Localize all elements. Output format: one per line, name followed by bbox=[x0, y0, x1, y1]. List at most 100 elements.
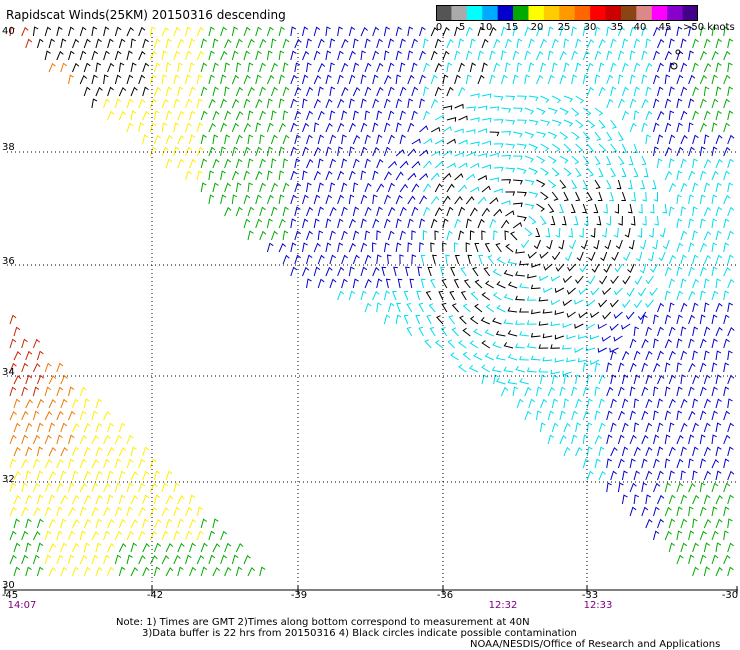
wind-barb bbox=[235, 566, 243, 577]
wind-barb bbox=[715, 158, 723, 169]
wind-barb bbox=[142, 86, 149, 97]
wind-barb bbox=[559, 74, 567, 85]
wind-barb bbox=[727, 254, 734, 265]
wind-barb bbox=[138, 458, 146, 469]
wind-barb bbox=[270, 158, 277, 169]
wind-barb bbox=[278, 218, 286, 229]
wind-barb bbox=[481, 374, 488, 385]
wind-barb bbox=[360, 194, 368, 205]
wind-barb bbox=[545, 227, 551, 238]
wind-barb bbox=[505, 210, 515, 217]
wind-barb bbox=[628, 155, 634, 166]
wind-barb bbox=[126, 74, 134, 85]
wind-barb bbox=[103, 74, 109, 85]
wind-barb bbox=[539, 251, 549, 259]
wind-barb bbox=[477, 175, 488, 181]
wind-barb bbox=[564, 251, 573, 262]
wind-barb bbox=[598, 299, 608, 308]
wind-barb bbox=[680, 158, 687, 169]
wind-barb bbox=[189, 542, 196, 553]
wind-barb bbox=[399, 183, 408, 193]
wind-barb bbox=[575, 62, 582, 73]
wind-barb bbox=[501, 179, 512, 184]
wind-barb bbox=[325, 242, 332, 253]
wind-barb bbox=[60, 398, 68, 409]
wind-barb bbox=[727, 278, 735, 289]
wind-barb bbox=[337, 74, 344, 85]
wind-barb bbox=[688, 290, 696, 301]
lon-label-45: -45 bbox=[1, 590, 19, 601]
wind-barb bbox=[290, 98, 297, 109]
wind-barb bbox=[142, 446, 149, 457]
wind-barb bbox=[688, 410, 696, 421]
wind-barb bbox=[512, 386, 519, 397]
wind-barb bbox=[107, 566, 115, 577]
wind-barb bbox=[711, 74, 718, 85]
wind-barb bbox=[72, 542, 80, 553]
wind-barb bbox=[610, 167, 616, 178]
wind-barb bbox=[313, 122, 320, 133]
wind-barb bbox=[575, 422, 582, 433]
wind-barb bbox=[360, 170, 367, 181]
wind-barb bbox=[699, 218, 706, 229]
wind-barb bbox=[573, 215, 579, 226]
wind-barb bbox=[563, 62, 570, 73]
wind-barb bbox=[32, 482, 41, 493]
wind-barb bbox=[606, 458, 612, 469]
wind-barb bbox=[255, 98, 263, 109]
wind-barb bbox=[633, 470, 640, 481]
wind-barb bbox=[469, 38, 476, 49]
wind-barb bbox=[485, 280, 494, 289]
wind-barb bbox=[582, 458, 590, 469]
wind-barb bbox=[727, 302, 733, 313]
wind-barb bbox=[173, 26, 181, 37]
wind-barb bbox=[566, 287, 576, 295]
wind-barb bbox=[550, 369, 561, 375]
wind-barb bbox=[450, 266, 456, 277]
wind-barb bbox=[453, 278, 460, 289]
wind-barb bbox=[606, 131, 613, 141]
wind-barb bbox=[386, 254, 392, 265]
wind-barb bbox=[515, 343, 525, 349]
wind-barb bbox=[107, 518, 115, 529]
wind-barb bbox=[550, 321, 560, 327]
wind-barb bbox=[126, 122, 134, 133]
wind-barb bbox=[703, 254, 712, 265]
wind-barb bbox=[432, 254, 437, 265]
wind-barb bbox=[668, 134, 676, 145]
wind-barb bbox=[72, 38, 80, 49]
wind-barb bbox=[212, 543, 221, 553]
wind-barb bbox=[376, 86, 384, 97]
wind-barb bbox=[317, 110, 325, 121]
wind-barb bbox=[161, 530, 169, 541]
wind-barb bbox=[13, 566, 21, 577]
wind-barb bbox=[711, 386, 718, 397]
wind-barb bbox=[266, 194, 274, 205]
wind-barb bbox=[715, 230, 722, 241]
wind-barb bbox=[576, 251, 584, 262]
legend-swatch bbox=[574, 5, 591, 21]
wind-barb bbox=[446, 38, 454, 49]
wind-barb bbox=[243, 170, 250, 181]
wind-barb bbox=[601, 335, 611, 342]
wind-barb bbox=[594, 434, 602, 445]
wind-barb bbox=[337, 26, 343, 37]
wind-barb bbox=[149, 555, 158, 565]
wind-barb bbox=[9, 386, 17, 397]
wind-barb bbox=[562, 299, 572, 307]
wind-barb bbox=[317, 206, 324, 217]
wind-barb bbox=[454, 195, 463, 205]
wind-barb bbox=[376, 183, 385, 193]
wind-barb bbox=[536, 155, 546, 164]
wind-barb bbox=[460, 291, 467, 301]
wind-barb bbox=[688, 194, 694, 205]
wind-barb bbox=[177, 62, 183, 73]
wind-barb bbox=[575, 95, 585, 104]
wind-barb bbox=[575, 143, 584, 153]
wind-barb bbox=[48, 471, 57, 481]
wind-barb bbox=[711, 482, 719, 493]
wind-barb bbox=[247, 38, 255, 49]
wind-barb bbox=[519, 355, 529, 361]
wind-barb bbox=[651, 179, 657, 190]
wind-barb bbox=[118, 494, 126, 505]
